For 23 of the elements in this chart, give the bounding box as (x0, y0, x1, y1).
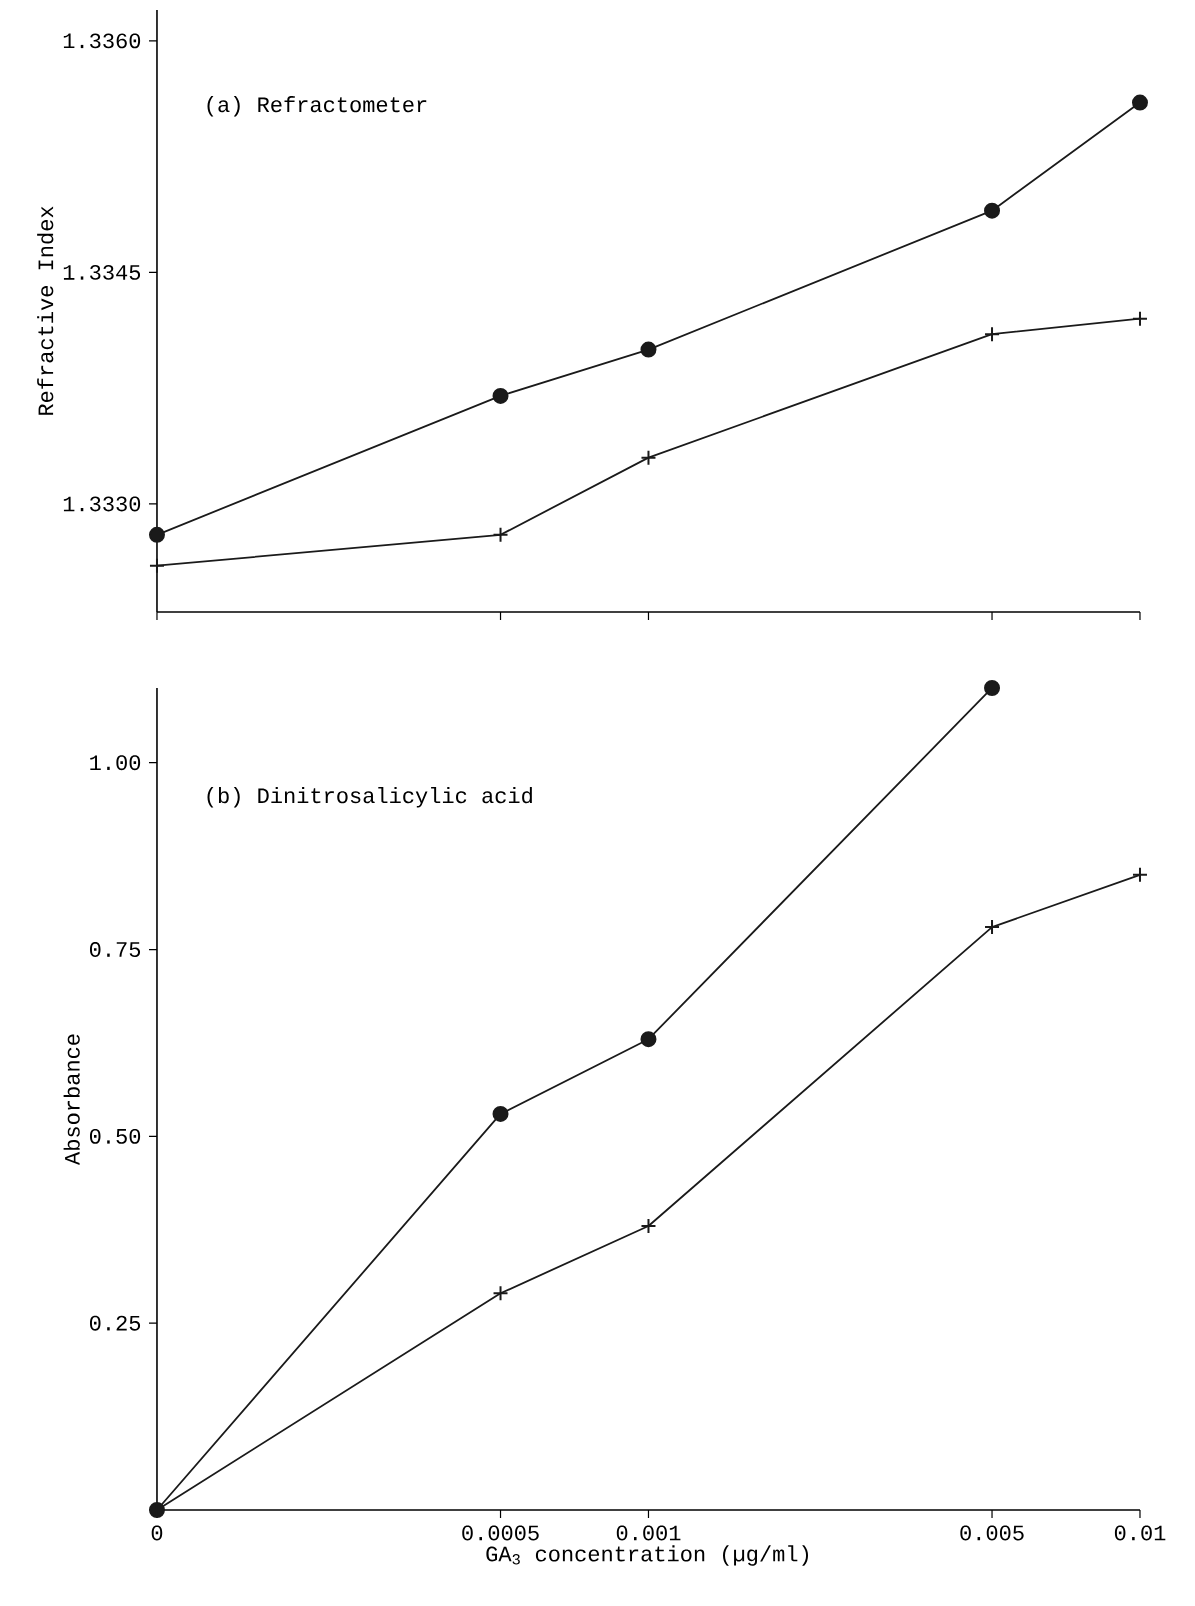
y-axis-title: Refractive Index (37, 206, 54, 415)
y-tick-label: 0.50 (89, 1128, 141, 1144)
x-tick-label: 0.005 (960, 1525, 1024, 1541)
y-tick-label: 1.00 (90, 755, 141, 771)
point (148, 557, 165, 574)
text: (a) Refractometer (207, 96, 427, 117)
point (1131, 310, 1148, 327)
y-tick-label: 1.3345 (63, 264, 141, 280)
x-tick-label: 0.01 (1114, 1525, 1166, 1541)
point (640, 341, 657, 358)
y-tick-label: 1.3360 (63, 33, 141, 49)
text: (b) Dinitrosalicylic acid (207, 787, 532, 808)
y-axis-title: Absorbance (63, 1034, 80, 1166)
point (640, 449, 657, 466)
y-tick-label: 1.3330 (63, 496, 141, 512)
point (1131, 94, 1148, 111)
y-tick-label: 0.25 (89, 1315, 141, 1331)
point (148, 526, 165, 543)
x-axis-title: GA$_{3}$ concentration (µg/ml) (486, 1545, 809, 1566)
y-tick-label: 0.75 (89, 942, 141, 958)
x-tick-label: 0.001 (616, 1525, 681, 1541)
x-tick-label: 0 (151, 1525, 163, 1541)
x-tick-label: 0.0005 (462, 1525, 539, 1541)
